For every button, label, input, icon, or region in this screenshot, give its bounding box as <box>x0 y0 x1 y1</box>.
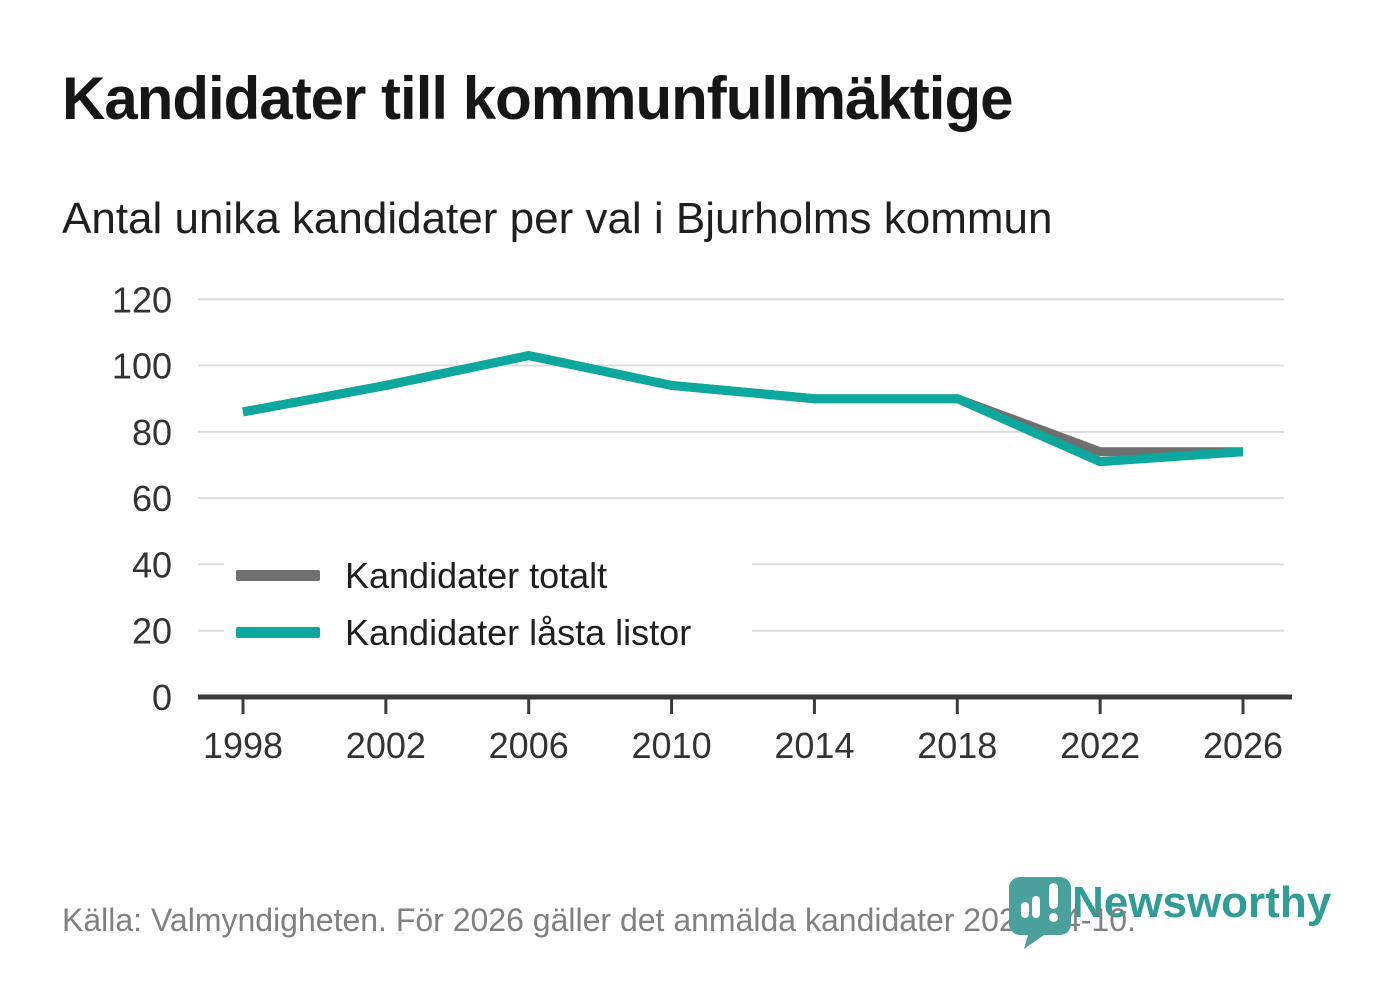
y-tick-label: 40 <box>132 544 172 585</box>
series-line-total <box>242 351 1243 457</box>
brand-wordmark: Newsworthy <box>1072 878 1332 927</box>
legend-swatch-total <box>236 570 320 581</box>
x-tick-label: 2006 <box>489 725 569 766</box>
legend-label-locked: Kandidater låsta listor <box>345 612 691 653</box>
chart-title: Kandidater till kommunfullmäktige <box>62 65 1013 132</box>
logo-bar-1 <box>1021 902 1029 918</box>
logo-exclamation-dot <box>1049 913 1058 922</box>
x-tick-label: 2002 <box>346 725 426 766</box>
logo-bar-2 <box>1032 896 1040 918</box>
y-tick-label: 120 <box>112 280 172 320</box>
legend-swatch-locked <box>236 627 320 638</box>
x-tick-label: 2018 <box>917 725 997 766</box>
line-chart: 0 20 40 60 80 100 120 1998 2002 2006 2010 2014 2018… <box>112 280 1292 766</box>
x-axis: 1998 2002 2006 2010 2014 2018 2022 2026 <box>203 699 1283 766</box>
x-tick-label: 2026 <box>1203 725 1283 766</box>
x-tick-label: 2010 <box>632 725 712 766</box>
legend-label-total: Kandidater totalt <box>345 555 607 596</box>
y-tick-label: 80 <box>132 412 172 453</box>
newsworthy-pin-barchart-icon <box>1009 877 1071 949</box>
x-tick-label: 1998 <box>203 725 283 766</box>
chart-subtitle: Antal unika kandidater per val i Bjurhol… <box>62 194 1053 243</box>
y-tick-label: 100 <box>112 346 172 387</box>
y-tick-label: 20 <box>132 611 172 652</box>
legend: Kandidater totalt Kandidater låsta listo… <box>224 542 752 654</box>
x-tick-label: 2014 <box>774 725 854 766</box>
y-axis-labels: 0 20 40 60 80 100 120 <box>112 280 172 718</box>
logo-exclamation-bar <box>1049 883 1058 909</box>
x-tick-label: 2022 <box>1060 725 1140 766</box>
y-tick-label: 60 <box>132 478 172 519</box>
source-note: Källa: Valmyndigheten. För 2026 gäller d… <box>62 902 1136 938</box>
series-lines <box>242 351 1244 467</box>
y-tick-label: 0 <box>152 677 172 718</box>
series-line-locked <box>242 351 1244 467</box>
